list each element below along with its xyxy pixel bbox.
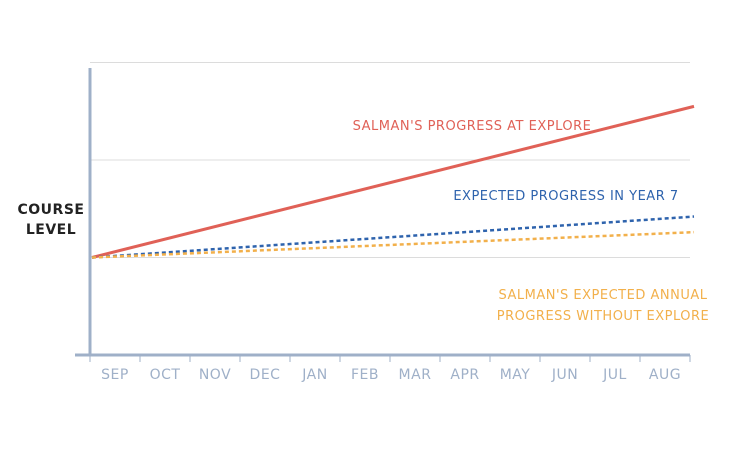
series-line-3	[91, 230, 695, 259]
x-tick-label-oct: OCT	[150, 367, 181, 383]
x-tick-label-jun: JUN	[551, 367, 578, 383]
x-tick-label-dec: DEC	[250, 367, 281, 383]
x-tick-label-apr: APR	[450, 367, 479, 383]
grid-layer	[90, 62, 690, 258]
x-tick-label-aug: AUG	[649, 367, 681, 383]
series-label-2: EXPECTED PROGRESS IN YEAR 7	[453, 189, 678, 204]
series-line-1	[91, 104, 695, 259]
x-tick-label-nov: NOV	[199, 367, 231, 383]
series-layer	[91, 104, 695, 259]
x-tick-label-sep: SEP	[101, 367, 129, 383]
label-layer: COURSE LEVEL SALMAN'S PROGRESS AT EXPLORE E…	[18, 119, 710, 324]
series-label-3-line-2: PROGRESS WITHOUT EXPLORE	[497, 309, 710, 324]
series-line-2	[91, 215, 695, 259]
y-axis-label-line-1: COURSE	[18, 202, 85, 218]
y-axis-label-line-2: LEVEL	[26, 222, 76, 238]
x-tick-label-jan: JAN	[301, 367, 327, 383]
x-ticks-layer: SEP OCT NOV DEC JAN FEB MAR APR MAY JUN JUL AUG	[89, 355, 691, 383]
axis-layer	[75, 68, 690, 357]
series-label-1: SALMAN'S PROGRESS AT EXPLORE	[353, 119, 592, 134]
x-tick-label-feb: FEB	[351, 367, 379, 383]
x-tick-label-may: MAY	[500, 367, 531, 383]
x-tick-label-mar: MAR	[399, 367, 432, 383]
x-tick-label-jul: JUL	[602, 367, 627, 383]
series-label-3-line-1: SALMAN'S EXPECTED ANNUAL	[499, 288, 708, 303]
